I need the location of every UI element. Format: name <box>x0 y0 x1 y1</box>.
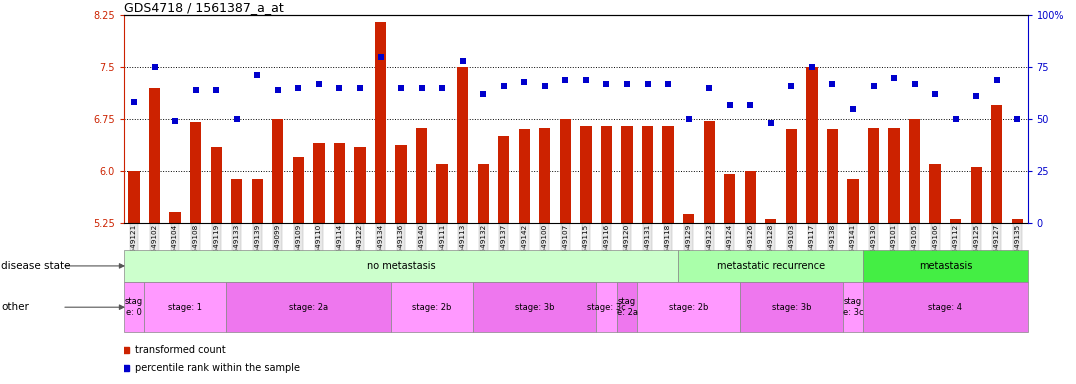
Text: stag
e: 3c: stag e: 3c <box>843 298 863 317</box>
Bar <box>765 219 777 223</box>
Bar <box>889 128 900 223</box>
Text: stage: 2b: stage: 2b <box>669 303 708 312</box>
Bar <box>395 145 407 223</box>
Bar <box>930 164 940 223</box>
Bar <box>539 128 551 223</box>
Bar <box>909 119 920 223</box>
Text: no metastasis: no metastasis <box>367 261 436 271</box>
Bar <box>637 282 740 332</box>
Bar <box>437 164 448 223</box>
Text: GDS4718 / 1561387_a_at: GDS4718 / 1561387_a_at <box>124 1 283 14</box>
Bar <box>473 282 596 332</box>
Bar <box>991 105 1003 223</box>
Bar <box>416 128 427 223</box>
Bar <box>863 250 1028 282</box>
Bar <box>704 121 714 223</box>
Text: stag
e: 2a: stag e: 2a <box>617 298 637 317</box>
Bar <box>211 147 222 223</box>
Bar <box>745 171 756 223</box>
Bar <box>519 129 530 223</box>
Bar <box>724 174 735 223</box>
Bar <box>950 219 961 223</box>
Text: stag
e: 0: stag e: 0 <box>125 298 143 317</box>
Text: metastasis: metastasis <box>919 261 972 271</box>
Text: stage: 3c: stage: 3c <box>587 303 626 312</box>
Text: stage: 2b: stage: 2b <box>412 303 452 312</box>
Bar <box>683 214 694 223</box>
Bar <box>391 282 473 332</box>
Bar <box>785 129 797 223</box>
Text: stage: 1: stage: 1 <box>168 303 202 312</box>
Bar <box>226 282 391 332</box>
Bar <box>617 282 637 332</box>
Bar <box>231 179 242 223</box>
Bar <box>560 119 571 223</box>
Text: stage: 4: stage: 4 <box>929 303 962 312</box>
Text: disease state: disease state <box>1 261 71 271</box>
Bar <box>678 250 863 282</box>
Text: other: other <box>1 302 29 312</box>
Bar <box>498 136 509 223</box>
Bar <box>252 179 263 223</box>
Bar <box>144 282 226 332</box>
Text: stage: 3b: stage: 3b <box>771 303 811 312</box>
Bar <box>663 126 674 223</box>
Bar <box>124 250 678 282</box>
Bar <box>580 126 592 223</box>
Bar <box>971 167 982 223</box>
Bar <box>457 67 468 223</box>
Bar <box>354 147 366 223</box>
Bar <box>169 212 181 223</box>
Bar <box>313 143 325 223</box>
Bar <box>740 282 843 332</box>
Bar <box>272 119 283 223</box>
Text: stage: 3b: stage: 3b <box>514 303 554 312</box>
Bar <box>293 157 305 223</box>
Bar <box>596 282 617 332</box>
Bar <box>334 143 345 223</box>
Text: metastatic recurrence: metastatic recurrence <box>717 261 825 271</box>
Bar <box>128 171 140 223</box>
Text: transformed count: transformed count <box>136 345 226 355</box>
Bar <box>863 282 1028 332</box>
Bar <box>806 67 818 223</box>
Bar <box>1011 219 1023 223</box>
Bar <box>847 179 859 223</box>
Bar <box>190 122 201 223</box>
Bar <box>600 126 612 223</box>
Bar <box>478 164 489 223</box>
Text: percentile rank within the sample: percentile rank within the sample <box>136 363 300 373</box>
Bar <box>621 126 633 223</box>
Bar <box>148 88 160 223</box>
Bar <box>826 129 838 223</box>
Bar <box>843 282 863 332</box>
Bar <box>642 126 653 223</box>
Bar <box>124 282 144 332</box>
Bar <box>374 22 386 223</box>
Text: stage: 2a: stage: 2a <box>289 303 328 312</box>
Bar <box>868 128 879 223</box>
